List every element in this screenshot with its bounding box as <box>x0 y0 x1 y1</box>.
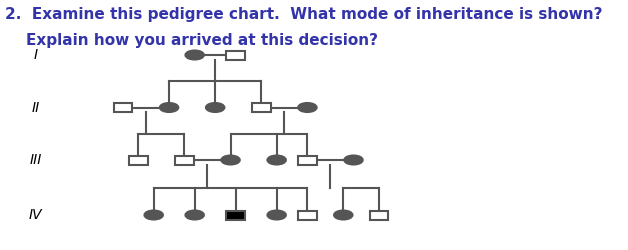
Text: I: I <box>34 48 38 62</box>
Text: II: II <box>32 100 40 114</box>
Circle shape <box>268 156 286 164</box>
FancyBboxPatch shape <box>175 156 193 164</box>
FancyBboxPatch shape <box>370 210 388 220</box>
FancyBboxPatch shape <box>227 50 245 59</box>
Circle shape <box>185 50 204 59</box>
FancyBboxPatch shape <box>227 210 245 220</box>
Circle shape <box>221 156 240 164</box>
FancyBboxPatch shape <box>114 103 132 112</box>
Circle shape <box>206 103 224 112</box>
Text: IV: IV <box>29 208 43 222</box>
FancyBboxPatch shape <box>298 210 317 220</box>
FancyBboxPatch shape <box>252 103 271 112</box>
Circle shape <box>160 103 178 112</box>
Circle shape <box>268 210 286 220</box>
Text: 2.  Examine this pedigree chart.  What mode of inheritance is shown?: 2. Examine this pedigree chart. What mod… <box>5 8 603 22</box>
FancyBboxPatch shape <box>129 156 148 164</box>
Circle shape <box>298 103 317 112</box>
Circle shape <box>144 210 163 220</box>
Circle shape <box>344 156 363 164</box>
Circle shape <box>334 210 352 220</box>
Text: III: III <box>30 153 42 167</box>
FancyBboxPatch shape <box>298 156 317 164</box>
Circle shape <box>185 210 204 220</box>
Text: Explain how you arrived at this decision?: Explain how you arrived at this decision… <box>5 32 378 48</box>
